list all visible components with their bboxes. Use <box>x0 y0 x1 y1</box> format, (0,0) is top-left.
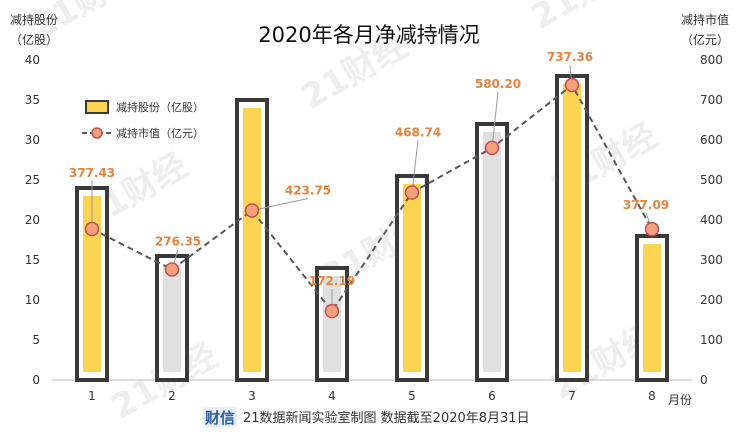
right-tick-label: 400 <box>700 213 723 227</box>
left-tick-label: 30 <box>25 133 40 147</box>
x-axis-label: 月份 <box>668 393 692 407</box>
data-label-leader <box>251 198 309 211</box>
data-label-leader <box>491 91 499 148</box>
legend-bar-label: 减持股份（亿股） <box>116 100 204 114</box>
right-tick-label: 0 <box>700 373 708 387</box>
bar <box>643 244 661 372</box>
x-tick-label: 4 <box>328 389 336 403</box>
left-tick-label: 20 <box>25 213 40 227</box>
left-axis-label-line1: 减持股份 <box>10 12 58 27</box>
footer: 财信 21数据新闻实验室制图 数据截至2020年8月31日 <box>203 407 530 427</box>
x-tick-label: 7 <box>568 389 576 403</box>
x-tick-label: 6 <box>488 389 496 403</box>
data-label: 468.74 <box>395 126 441 140</box>
footer-logo <box>203 407 237 427</box>
data-label: 377.09 <box>623 198 669 212</box>
left-tick-label: 0 <box>32 373 40 387</box>
data-label: 276.35 <box>155 234 201 248</box>
data-label: 737.36 <box>547 50 593 64</box>
bar-series <box>75 74 669 382</box>
line-point <box>404 185 420 200</box>
legend: 减持股份（亿股） 减持市值（亿元） <box>82 100 204 140</box>
left-tick-label: 35 <box>25 93 40 107</box>
left-axis: 0 5 10 15 20 25 30 35 40 <box>25 53 40 387</box>
right-tick-label: 100 <box>700 333 723 347</box>
left-axis-label-line2: （亿股） <box>10 32 58 47</box>
left-tick-label: 25 <box>25 173 40 187</box>
watermark-text: 21财经 <box>525 0 645 38</box>
left-tick-label: 15 <box>25 253 40 267</box>
line-point <box>484 140 500 156</box>
chart-title: 2020年各月净减持情况 <box>258 23 479 47</box>
footer-logo-text: 财信 <box>205 409 235 427</box>
data-label: 172.19 <box>309 274 355 288</box>
left-tick-label: 5 <box>32 333 40 347</box>
legend-bar-swatch <box>85 100 109 114</box>
x-tick-label: 3 <box>248 389 256 403</box>
line-point <box>84 221 100 237</box>
x-axis: 1 2 3 4 5 6 7 8 <box>88 389 656 403</box>
line-point <box>324 303 340 319</box>
right-axis-label-line2: （亿元） <box>681 32 729 47</box>
right-tick-label: 600 <box>700 133 723 147</box>
bar <box>323 276 341 372</box>
data-label-leader <box>411 140 419 193</box>
data-label: 580.20 <box>475 77 521 91</box>
right-tick-label: 300 <box>700 253 723 267</box>
right-axis-label-line1: 减持市值 <box>681 12 729 27</box>
left-tick-label: 10 <box>25 293 40 307</box>
line-series: 377.43 276.35 423.75 172.19 468.74 580.20 737.… <box>69 50 669 319</box>
bar <box>483 132 501 372</box>
x-tick-label: 1 <box>88 389 96 403</box>
left-tick-label: 40 <box>25 53 40 67</box>
x-tick-label: 2 <box>168 389 176 403</box>
right-tick-label: 200 <box>700 293 723 307</box>
bar <box>83 196 101 372</box>
footer-text: 21数据新闻实验室制图 数据截至2020年8月31日 <box>243 410 530 426</box>
line-point <box>644 221 660 237</box>
right-axis: 0 100 200 300 400 500 600 700 800 <box>700 53 723 387</box>
right-tick-label: 800 <box>700 53 723 67</box>
data-label: 377.43 <box>69 166 115 180</box>
right-tick-label: 700 <box>700 93 723 107</box>
bar <box>243 108 261 372</box>
bar <box>403 184 421 372</box>
right-tick-label: 500 <box>700 173 723 187</box>
bar <box>563 84 581 372</box>
x-tick-label: 8 <box>648 389 656 403</box>
legend-line-marker <box>91 127 103 139</box>
x-tick-label: 5 <box>408 389 416 403</box>
line-point <box>244 203 260 218</box>
line-point <box>564 77 580 93</box>
legend-line-label: 减持市值（亿元） <box>116 126 204 140</box>
line-point <box>164 262 180 277</box>
data-label: 423.75 <box>285 184 331 198</box>
bar <box>163 264 181 372</box>
